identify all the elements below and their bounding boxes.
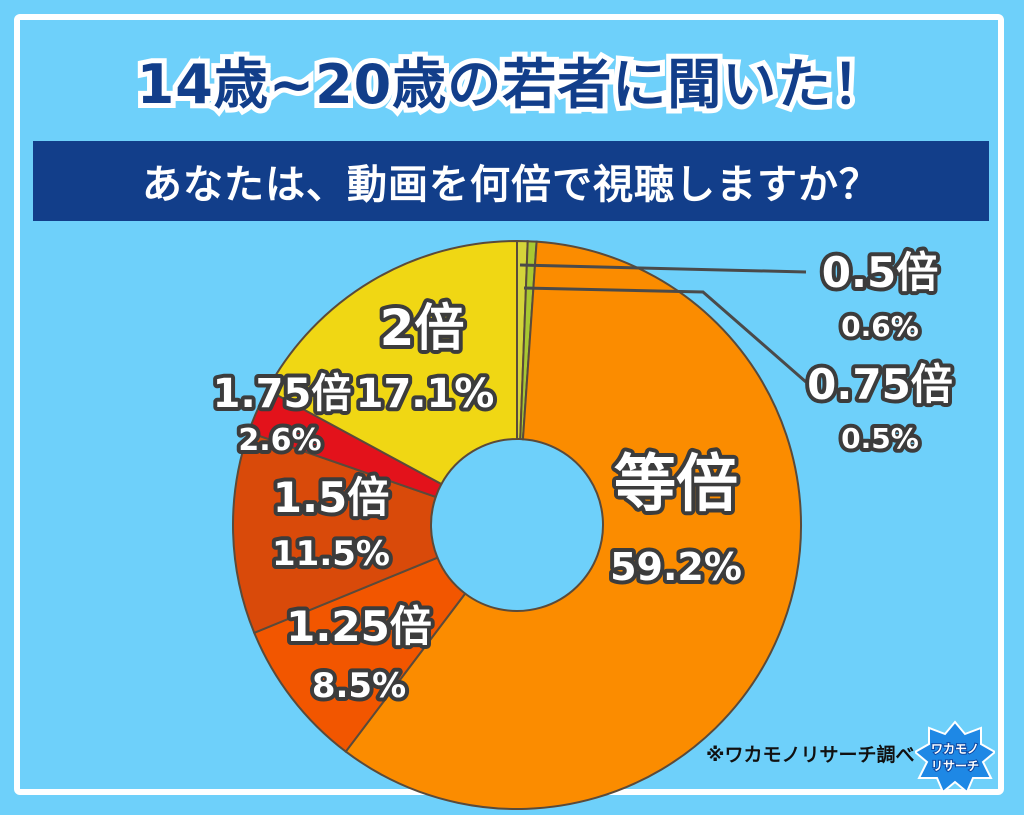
category-label-6: 1.75倍 [213, 371, 352, 417]
question-banner: あなたは、動画を何倍で視聴しますか？ [33, 141, 989, 221]
category-label-3: 等倍 [614, 447, 738, 520]
category-label-1: 0.5倍 [822, 248, 938, 297]
slice-3 [344, 240, 802, 810]
slice-5 [232, 430, 439, 635]
category-label-7: 2倍 [380, 299, 465, 357]
slice-4 [252, 556, 467, 753]
leader-line-2 [523, 286, 807, 384]
value-label-5: 11.5% [272, 534, 390, 574]
source-credit: ※ワカモノリサーチ調べ [706, 744, 915, 766]
category-label-5: 1.5倍 [273, 473, 389, 522]
value-label-4: 8.5% [312, 666, 406, 706]
value-label-7: 17.1% [356, 371, 495, 417]
value-label-1: 0.6% [841, 310, 919, 343]
value-label-3: 59.2% [610, 545, 742, 589]
category-label-2: 0.75倍 [807, 360, 953, 409]
svg-text:ワカモノ: ワカモノ [931, 742, 979, 756]
value-label-2: 0.5% [841, 422, 919, 455]
chart-title: 14歳~20歳の若者に聞いた！ [132, 48, 892, 121]
category-label-4: 1.25倍 [286, 602, 432, 651]
leader-line-1 [519, 263, 807, 274]
svg-text:リサーチ: リサーチ [931, 759, 979, 773]
wakamono-research-logo: ワカモノ リサーチ [915, 720, 995, 794]
value-label-6: 2.6% [238, 423, 321, 458]
slice-7 [265, 239, 518, 486]
